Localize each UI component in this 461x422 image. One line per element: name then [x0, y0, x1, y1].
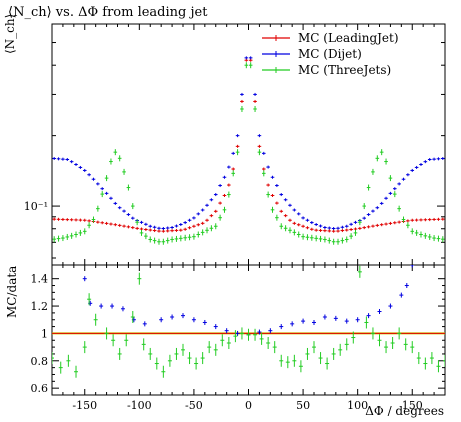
chart-title: ⟨N_ch⟩ vs. ΔΦ from leading jet: [8, 5, 208, 20]
main-series-leadingjet: [52, 58, 445, 233]
main-plot-frame: [51, 23, 446, 266]
ratio-y-tick-label: 1.4: [31, 273, 49, 286]
legend-label-threejets: MC (ThreeJets): [298, 63, 391, 77]
main-panel: 10⁻¹: [24, 23, 446, 266]
x-tick-label: -150: [72, 399, 97, 412]
main-series-dijet: [52, 56, 445, 231]
legend-label-dijet: MC (Dijet): [298, 47, 362, 61]
x-tick-label: -50: [185, 399, 203, 412]
ratio-y-tick-label: 0.6: [31, 382, 49, 395]
ratio-y-tick-label: 1: [41, 327, 48, 340]
ratio-y-axis-label: MC/data: [5, 266, 19, 318]
legend-label-leadingjet: MC (LeadingJet): [298, 31, 399, 45]
x-axis-label: ΔΦ / degrees: [365, 404, 444, 418]
ratio-series-dijet: [82, 265, 415, 338]
x-tick-label: 50: [296, 399, 310, 412]
legend: MC (LeadingJet) MC (Dijet) MC (ThreeJets): [262, 31, 399, 77]
x-tick-label: -100: [127, 399, 152, 412]
ratio-series-threejets: [52, 265, 445, 378]
x-tick-label: 150: [402, 399, 423, 412]
main-series-threejets: [52, 62, 445, 245]
ratio-y-tick-label: 0.8: [31, 355, 49, 368]
ratio-panel: -150 -100 -50 0 50 100 150 0.6 0.8 1 1.2 1.4: [31, 264, 446, 412]
main-y-axis-label: ⟨N_ch⟩: [3, 14, 17, 54]
x-tick-label: 0: [245, 399, 252, 412]
main-y-tick-label: 10⁻¹: [24, 200, 48, 213]
ratio-y-tick-label: 1.2: [31, 300, 49, 313]
x-tick-label: 100: [347, 399, 368, 412]
